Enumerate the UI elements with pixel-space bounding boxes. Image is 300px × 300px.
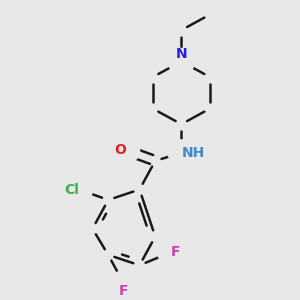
Text: NH: NH — [182, 146, 205, 160]
Circle shape — [66, 176, 92, 202]
Circle shape — [158, 239, 184, 265]
Text: O: O — [115, 143, 127, 157]
Text: F: F — [119, 284, 129, 298]
Text: F: F — [171, 245, 180, 259]
Circle shape — [168, 140, 194, 166]
Text: N: N — [176, 47, 187, 61]
Circle shape — [113, 137, 140, 164]
Circle shape — [111, 271, 137, 297]
Circle shape — [168, 48, 194, 75]
Text: Cl: Cl — [64, 182, 80, 197]
